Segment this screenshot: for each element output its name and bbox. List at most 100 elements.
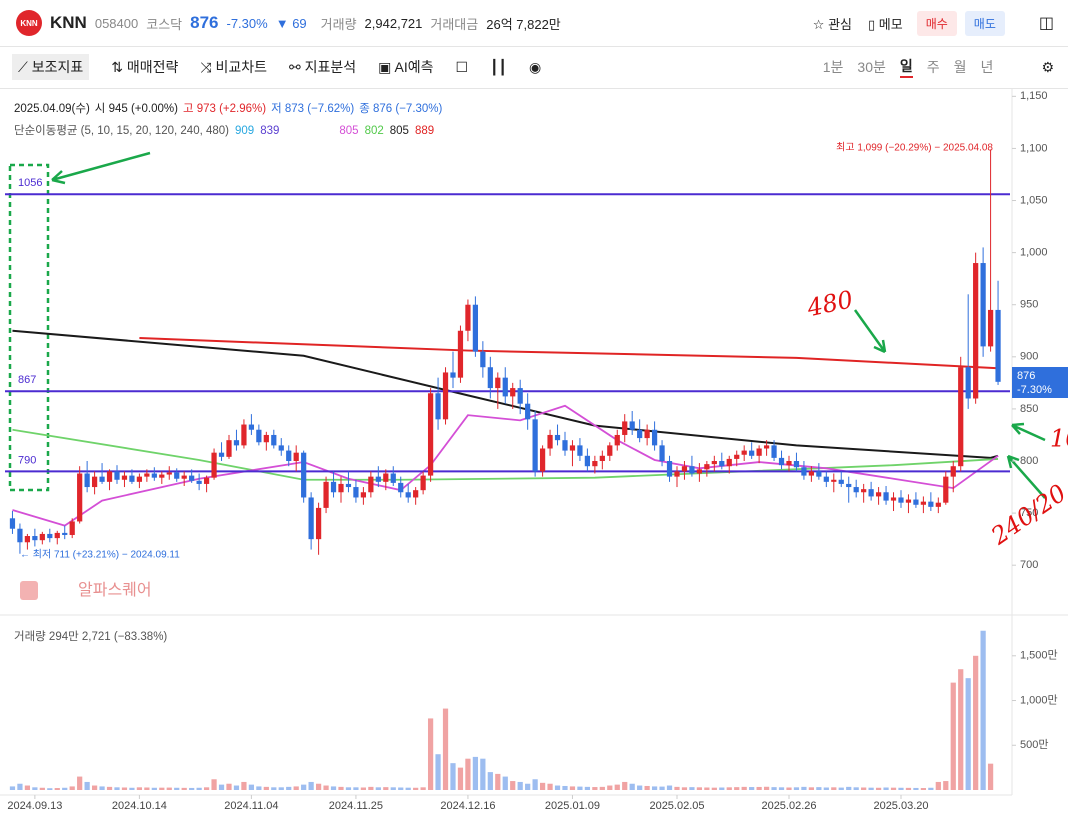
- volume-bar: [868, 787, 874, 790]
- candle-body: [420, 475, 426, 491]
- volume-bar: [778, 787, 785, 790]
- candle-body: [771, 445, 777, 458]
- tool-analysis[interactable]: ⚯ 지표분석: [289, 59, 357, 75]
- candle-body: [256, 429, 262, 443]
- volume-bar: [9, 786, 16, 790]
- volume-bar: [517, 781, 523, 790]
- tool-indicator[interactable]: ⟋ 보조지표: [12, 54, 90, 80]
- candle-body: [883, 492, 889, 501]
- tool-text: 매매전략: [126, 59, 179, 75]
- candle-body: [301, 452, 307, 498]
- settings[interactable]: ⚙: [1041, 58, 1054, 75]
- y-tick-label: 850: [1020, 403, 1038, 415]
- period-week[interactable]: 주: [926, 59, 940, 75]
- tool-compare[interactable]: ⤨ 비교차트: [200, 59, 268, 75]
- panel-toggle[interactable]: ◫: [1038, 15, 1054, 32]
- volume-bar: [734, 787, 740, 790]
- candle-body: [166, 472, 172, 475]
- candle-body: [823, 476, 829, 482]
- amount-label: 거래대금: [430, 16, 479, 32]
- candle-body: [898, 497, 904, 503]
- volume-bar: [928, 787, 934, 790]
- candle-body: [786, 461, 792, 466]
- volume-bar: [547, 783, 553, 790]
- period-day[interactable]: 일: [899, 56, 913, 78]
- candle-body: [868, 489, 874, 497]
- volume-bar: [241, 781, 247, 790]
- candle-body: [726, 458, 732, 467]
- candle-body: [861, 489, 867, 493]
- x-tick-label: 2024.09.13: [7, 800, 62, 812]
- volume-bar: [450, 763, 456, 790]
- handwritten-note: 480: [804, 285, 856, 322]
- candle-body: [689, 466, 695, 474]
- tool-ai[interactable]: ▣ AI예측: [378, 59, 434, 75]
- sell-button[interactable]: 매도: [964, 10, 1005, 36]
- volume-bar: [427, 718, 434, 790]
- candle-body: [17, 528, 23, 543]
- volume-bar: [510, 781, 516, 790]
- candle-body: [248, 424, 255, 430]
- period-30m[interactable]: 30분: [857, 59, 886, 75]
- tool-camera[interactable]: ◉: [528, 58, 542, 75]
- tool-text: 지표분석: [304, 59, 357, 75]
- volume-bar: [711, 787, 717, 790]
- period-month[interactable]: 월: [953, 59, 967, 75]
- volume-bar: [823, 787, 829, 790]
- volume-bar: [196, 787, 202, 790]
- candle-body: [734, 454, 740, 459]
- volume-bar: [980, 630, 986, 790]
- volume-bar: [413, 787, 419, 790]
- candle-body: [151, 473, 157, 478]
- candle-body: [719, 461, 725, 467]
- x-tick-label: 2025.02.26: [761, 800, 816, 812]
- y-tick-label: 1,000: [1020, 247, 1048, 259]
- volume-bar: [569, 786, 576, 790]
- candle-body: [890, 497, 897, 501]
- volume-bar: [577, 786, 583, 790]
- period-1m[interactable]: 1분: [822, 59, 844, 75]
- memo-text: 메모: [878, 16, 903, 32]
- candle-body: [674, 471, 680, 477]
- volume-bar: [62, 787, 68, 790]
- volume-bar: [644, 785, 650, 790]
- volume-bar: [435, 754, 441, 790]
- volume-bar: [532, 779, 538, 790]
- candle-body: [831, 479, 837, 482]
- x-tick-label: 2024.12.16: [440, 800, 495, 812]
- volume-bar: [480, 758, 486, 790]
- candle-body: [47, 533, 53, 539]
- candle-body: [905, 499, 912, 503]
- x-tick-label: 2024.11.25: [329, 800, 383, 812]
- candle-body: [801, 467, 807, 476]
- buy-button[interactable]: 매수: [916, 10, 957, 36]
- ma-label: 단순이동평균 (5, 10, 15, 20, 120, 240, 480): [14, 125, 230, 137]
- tool-candle[interactable]: ┃┃: [490, 58, 507, 75]
- volume-bar: [719, 787, 725, 790]
- volume-bar: [405, 787, 411, 790]
- candle-body: [950, 466, 956, 477]
- candle-body: [211, 452, 217, 478]
- memo-button[interactable]: ▯ 메모: [868, 16, 903, 32]
- tool-strategy[interactable]: ⇅ 매매전략: [111, 59, 179, 75]
- volume-bar: [129, 787, 135, 790]
- candle-body: [203, 477, 210, 484]
- volume-bar: [689, 787, 695, 790]
- volume-bar: [539, 782, 546, 790]
- volume-bar: [114, 787, 120, 790]
- volume-bar: [681, 787, 688, 790]
- candle-body: [943, 476, 949, 503]
- volume-bar: [99, 786, 105, 790]
- volume-bar: [584, 786, 591, 790]
- volume-bar: [293, 786, 299, 790]
- volume-bar: [338, 786, 344, 790]
- ma-line: [12, 404, 999, 527]
- tool-square[interactable]: ☐: [455, 58, 469, 75]
- candle-body: [495, 377, 501, 389]
- volume-bar: [816, 787, 822, 790]
- volume-bar: [651, 786, 658, 790]
- period-year[interactable]: 년: [980, 59, 994, 75]
- volume-bar: [793, 787, 800, 790]
- watch-button[interactable]: ☆ 관심: [812, 16, 852, 32]
- volume-bar: [637, 785, 643, 790]
